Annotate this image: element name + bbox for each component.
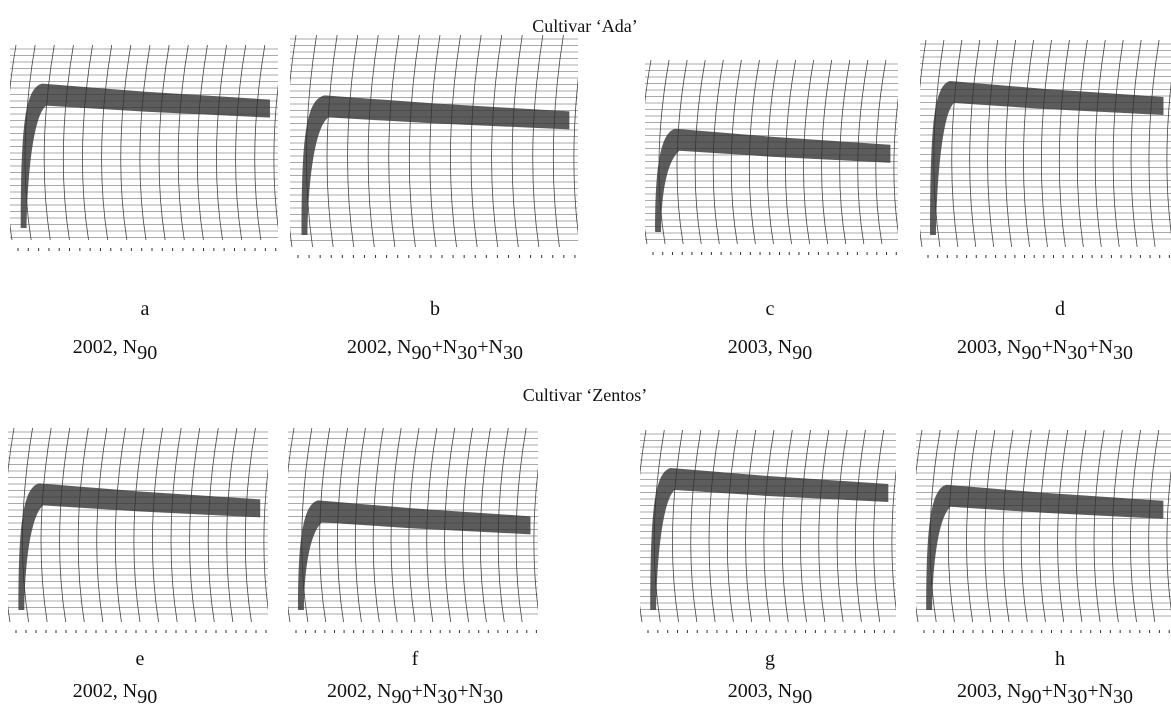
caption-text: 2002, N (72, 680, 138, 702)
axis-ticks (297, 255, 576, 258)
grid-h (8, 431, 268, 615)
panel-caption: 2003, N90+N30+N30 (957, 336, 1133, 363)
caption-text: +N (457, 680, 483, 702)
caption-sub: 30 (1067, 342, 1088, 364)
axis-ticks (17, 248, 277, 251)
curve-band (301, 95, 570, 236)
caption-text: +N (431, 336, 458, 358)
grid-v (290, 35, 578, 248)
caption-text: 2002, N (327, 680, 392, 702)
caption-sub: 30 (457, 342, 478, 364)
caption-sub: 90 (391, 686, 412, 708)
panel-caption: 2003, N90 (727, 680, 812, 707)
caption-text: 2003, N (957, 336, 1022, 358)
caption-sub: 30 (1067, 686, 1088, 708)
caption-sub: 90 (1021, 686, 1042, 708)
caption-sub: 90 (411, 342, 432, 364)
panel-caption: 2002, N90 (72, 680, 157, 707)
caption-text: +N (1087, 680, 1113, 702)
caption-text: +N (1087, 336, 1113, 358)
farinogram-image (288, 428, 538, 633)
grid-v (10, 45, 278, 241)
panel-letter: d (1055, 298, 1065, 320)
caption-text: +N (1041, 336, 1068, 358)
caption-text: +N (411, 680, 438, 702)
farinogram-image (645, 60, 898, 255)
panel-caption: 2002, N90+N30+N30 (347, 336, 523, 363)
axis-ticks (652, 252, 897, 255)
caption-sub: 90 (792, 342, 813, 364)
curve-band (930, 81, 1164, 235)
farinogram-image (916, 430, 1171, 633)
section-title: Cultivar ‘Zentos’ (522, 385, 648, 405)
caption-text: 2002, N (347, 336, 412, 358)
panel-caption: 2002, N90+N30+N30 (327, 680, 503, 707)
section-title: Cultivar ‘Ada’ (532, 16, 638, 36)
farinogram-image (8, 428, 268, 633)
caption-sub: 90 (1021, 342, 1042, 364)
caption-text: +N (1041, 680, 1068, 702)
caption-text: 2002, N (72, 336, 138, 358)
curve-band (20, 83, 270, 228)
caption-text: +N (477, 336, 503, 358)
axis-ticks (295, 630, 537, 633)
panel-caption: 2003, N90+N30+N30 (957, 680, 1133, 707)
panel-letter: e (135, 648, 145, 670)
farinogram-image (290, 35, 578, 258)
caption-text: 2003, N (727, 336, 793, 358)
caption-sub: 90 (792, 686, 813, 708)
curve-band (298, 500, 531, 610)
grid-v (920, 40, 1171, 248)
caption-sub: 90 (137, 686, 158, 708)
panel-letter: g (765, 648, 775, 670)
axis-ticks (15, 630, 267, 633)
panel-letter: a (140, 298, 150, 320)
curve-band (18, 483, 261, 610)
panel-letter: f (411, 648, 419, 670)
caption-sub: 30 (482, 686, 503, 708)
panel-letter: h (1055, 648, 1065, 670)
farinogram-image (640, 430, 896, 633)
panel-caption: 2003, N90 (727, 336, 812, 363)
farinogram-image (920, 40, 1171, 258)
caption-sub: 90 (137, 342, 158, 364)
caption-sub: 30 (502, 342, 523, 364)
grid-v (640, 430, 896, 623)
axis-ticks (647, 630, 895, 633)
caption-sub: 30 (1112, 686, 1133, 708)
farinogram-image (10, 45, 278, 251)
panel-letter: c (765, 298, 775, 320)
caption-sub: 30 (437, 686, 458, 708)
grid-v (916, 430, 1171, 623)
axis-ticks (927, 255, 1170, 258)
grid-h (920, 43, 1171, 240)
caption-text: 2003, N (727, 680, 793, 702)
axis-ticks (923, 630, 1170, 633)
grid-v (8, 428, 268, 623)
curve-band (650, 468, 889, 610)
curve-band (655, 128, 891, 232)
curve-band (926, 484, 1164, 610)
caption-text: 2003, N (957, 680, 1022, 702)
panel-caption: 2002, N90 (72, 336, 157, 363)
caption-sub: 30 (1112, 342, 1133, 364)
panel-letter: b (430, 298, 440, 320)
